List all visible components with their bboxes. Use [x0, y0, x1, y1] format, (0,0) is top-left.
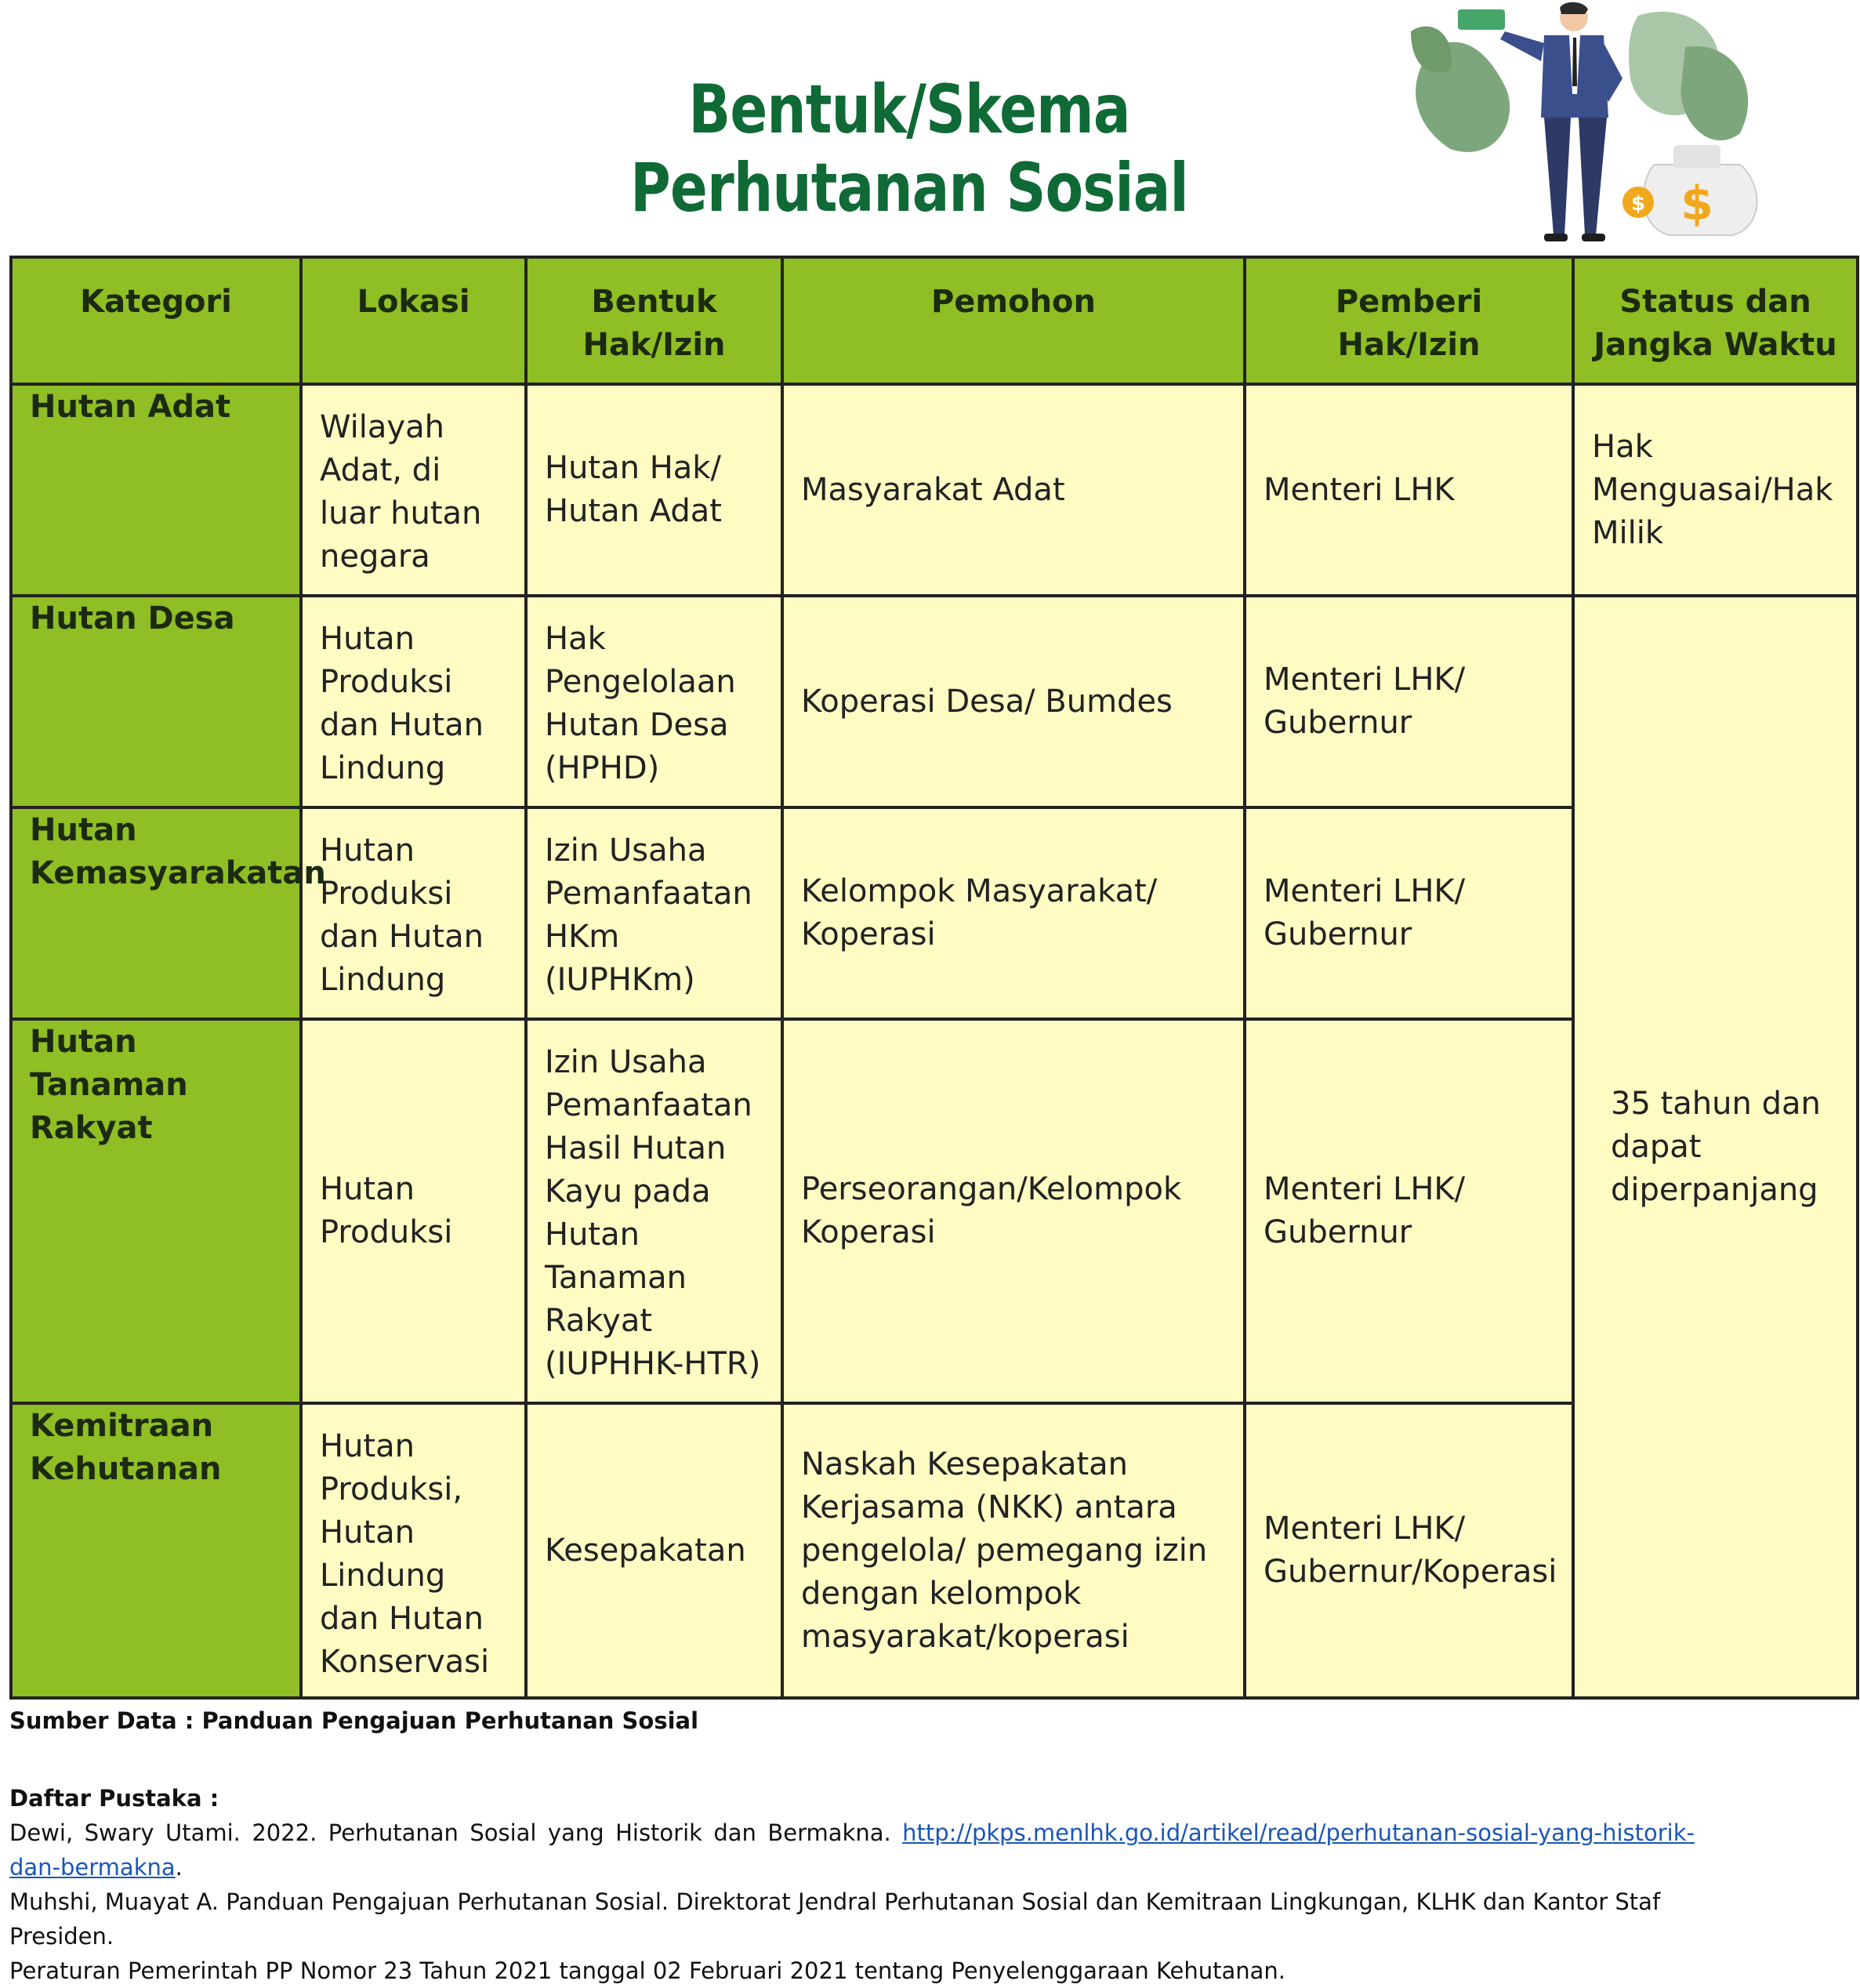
table-header-row: Kategori Lokasi Bentuk Hak/Izin Pemohon …: [9, 256, 1859, 386]
reference-text: Dewi, Swary Utami. 2022. Perhutanan Sosi…: [9, 1819, 903, 1846]
cell-bentuk: Kesepakatan: [524, 1402, 784, 1700]
cell-pemberi: Menteri LHK: [1243, 383, 1575, 597]
header-kategori: Kategori: [9, 256, 303, 386]
cell-lokasi: Hutan Produksi: [299, 1018, 528, 1405]
header-pemohon: Pemohon: [781, 256, 1246, 386]
coin-icon: $: [1623, 187, 1654, 218]
cell-pemberi: Menteri LHK/ Gubernur/Koperasi: [1243, 1402, 1575, 1700]
cell-kategori: Hutan Kemasyarakatan: [9, 806, 326, 1021]
cell-bentuk: Izin Usaha Pemanfaatan Hasil Hutan Kayu …: [524, 1018, 784, 1405]
cell-pemohon: Perseorangan/Kelompok Koperasi: [781, 1018, 1246, 1405]
svg-text:$: $: [1631, 192, 1645, 216]
reference-punct: .: [175, 1854, 183, 1881]
header-lokasi: Lokasi: [299, 256, 528, 386]
page-title: Bentuk/Skema Perhutanan Sosial: [630, 71, 1189, 227]
cell-kategori: Kemitraan Kehutanan: [9, 1402, 303, 1700]
cell-kategori: Hutan Tanaman Rakyat: [9, 1018, 303, 1405]
table-row: Kemitraan Kehutanan Hutan Produksi, Huta…: [9, 1402, 1858, 1700]
reference-heading: Daftar Pustaka :: [9, 1785, 219, 1812]
scheme-table: Kategori Lokasi Bentuk Hak/Izin Pemohon …: [9, 256, 1859, 1700]
source-note: Sumber Data : Panduan Pengajuan Perhutan…: [9, 1707, 699, 1734]
cell-lokasi: Hutan Produksi dan Hutan Lindung: [299, 594, 528, 809]
reference-item: Dewi, Swary Utami. 2022. Perhutanan Sosi…: [9, 1816, 1695, 1885]
cell-bentuk: Hak Pengelolaan Hutan Desa (HPHD): [524, 594, 784, 809]
table-row: Hutan Tanaman Rakyat Hutan Produksi Izin…: [9, 1018, 1858, 1405]
table-row: Hutan Adat Wilayah Adat, di luar hutan n…: [9, 383, 1859, 597]
cell-pemohon: Masyarakat Adat: [781, 383, 1246, 597]
cell-pemohon: Naskah Kesepakatan Kerjasama (NKK) antar…: [781, 1402, 1246, 1700]
money-bag-icon: $: [1642, 145, 1758, 236]
svg-text:$: $: [1681, 176, 1713, 231]
cell-lokasi: Hutan Produksi dan Hutan Lindung: [299, 806, 528, 1021]
cell-pemberi: Menteri LHK/ Gubernur: [1243, 806, 1575, 1021]
reference-link[interactable]: http://pkps.menlhk.go.id/artikel/read/pe…: [9, 1819, 1695, 1881]
table-row: Hutan Kemasyarakatan Hutan Produksi dan …: [9, 806, 1858, 1021]
cell-status: 35 tahun dan dapat diperpanjang: [1572, 594, 1859, 1700]
cell-lokasi: Wilayah Adat, di luar hutan negara: [299, 383, 528, 597]
leaf-icon: [1411, 11, 1749, 152]
reference-item: Muhshi, Muayat A. Panduan Pengajuan Perh…: [9, 1888, 1661, 1950]
cell-kategori: Hutan Adat: [9, 383, 303, 597]
cell-bentuk: Izin Usaha Pemanfaatan HKm (IUPHKm): [524, 806, 784, 1021]
cell-kategori: Hutan Desa: [9, 594, 303, 809]
header-bentuk: Bentuk Hak/Izin: [524, 256, 784, 386]
cell-pemohon: Koperasi Desa/ Bumdes: [781, 594, 1246, 809]
illustration: $ $: [1411, 2, 1758, 241]
cell-pemohon: Kelompok Masyarakat/ Koperasi: [781, 806, 1246, 1021]
cell-status: Hak Menguasai/Hak Milik: [1572, 383, 1859, 597]
header-pemberi: Pemberi Hak/Izin: [1243, 256, 1575, 386]
header-status: Status dan Jangka Waktu: [1572, 256, 1859, 386]
table-row: Hutan Desa Hutan Produksi dan Hutan Lind…: [9, 594, 1859, 1700]
cell-pemberi: Menteri LHK/ Gubernur: [1243, 1018, 1575, 1405]
cell-bentuk: Hutan Hak/ Hutan Adat: [524, 383, 784, 597]
reference-item: Peraturan Pemerintah PP Nomor 23 Tahun 2…: [9, 1957, 1286, 1984]
businessman-icon: [1458, 2, 1623, 241]
cell-pemberi: Menteri LHK/ Gubernur: [1243, 594, 1575, 809]
cell-lokasi: Hutan Produksi, Hutan Lindung dan Hutan …: [299, 1402, 528, 1700]
reference-list: Daftar Pustaka : Dewi, Swary Utami. 2022…: [9, 1781, 1695, 1988]
